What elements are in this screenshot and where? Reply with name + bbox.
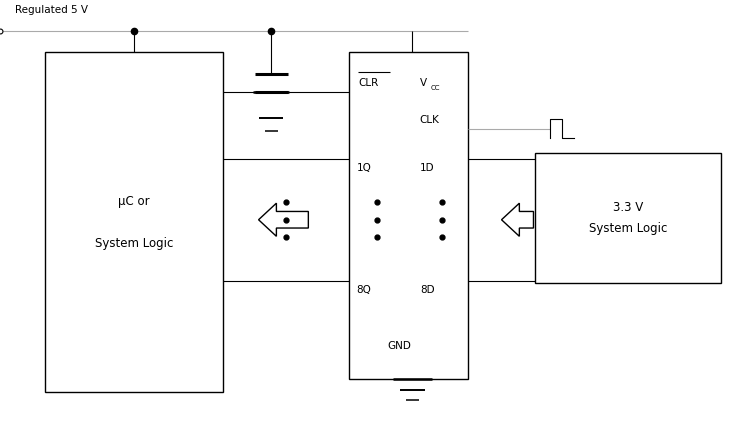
Text: 3.3 V
System Logic: 3.3 V System Logic: [588, 201, 667, 235]
Text: μC or

System Logic: μC or System Logic: [94, 195, 173, 250]
Text: Regulated 5 V: Regulated 5 V: [15, 5, 88, 15]
Text: CLK: CLK: [420, 115, 440, 125]
Polygon shape: [502, 203, 533, 236]
Text: 1D: 1D: [420, 163, 435, 173]
Text: 8D: 8D: [420, 285, 435, 295]
Text: V: V: [420, 78, 427, 88]
Text: 8Q: 8Q: [357, 285, 372, 295]
Polygon shape: [259, 203, 308, 236]
Text: 1Q: 1Q: [357, 163, 372, 173]
Text: CLR: CLR: [358, 78, 378, 88]
Text: CC: CC: [430, 85, 440, 91]
Text: GND: GND: [388, 341, 412, 351]
